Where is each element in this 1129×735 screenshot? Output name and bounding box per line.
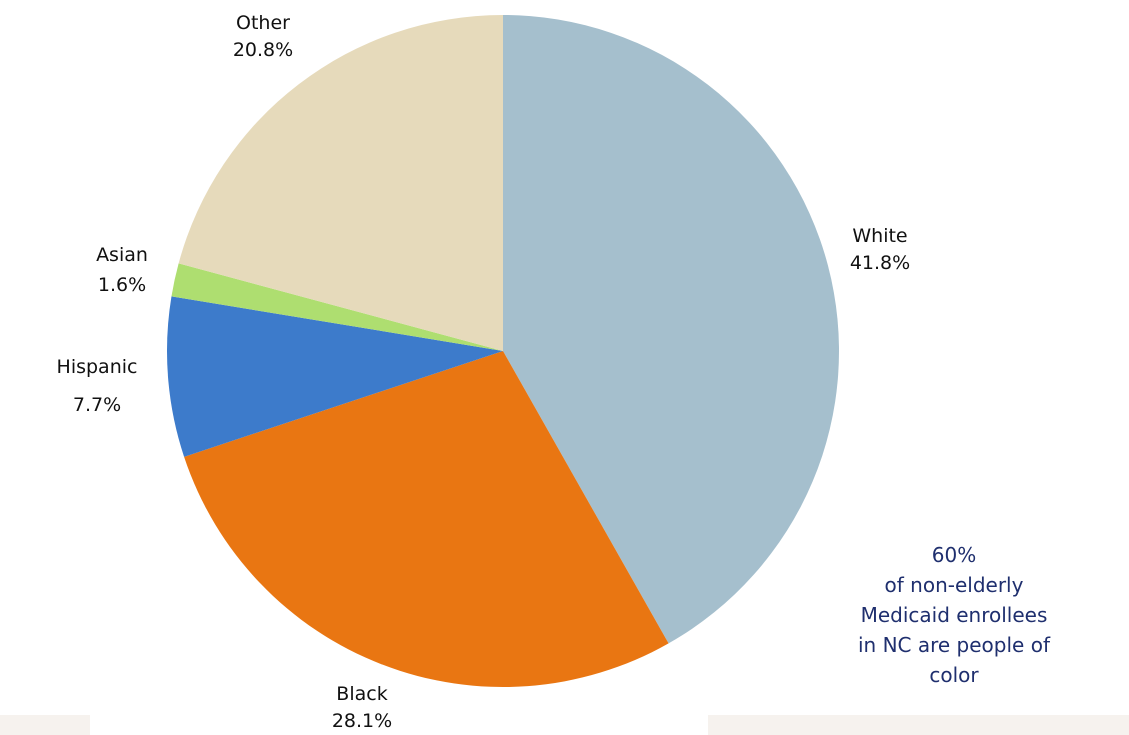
slice-label-hispanic: Hispanic 7.7% [57, 348, 138, 424]
pie-slice-hispanic [166, 296, 503, 457]
pie-slice-other [178, 15, 503, 351]
pie-slice-white [503, 15, 840, 644]
slice-label-white: White 41.8% [850, 223, 910, 277]
slice-label-asian: Asian 1.6% [96, 240, 148, 300]
pie-slice-black [184, 351, 669, 688]
callout-line-1: 60% [931, 543, 977, 567]
slice-label-hispanic-value: 7.7% [72, 394, 122, 416]
callout-line-2: of non-elderly [884, 573, 1024, 597]
slice-label-black-value: 28.1% [331, 710, 393, 732]
slice-label-white-name: White [852, 225, 908, 247]
slice-label-asian-value: 1.6% [97, 274, 147, 296]
callout-line-5: color [929, 663, 979, 687]
slice-label-other: Other 20.8% [233, 10, 293, 64]
callout-line-3: Medicaid enrollees [860, 603, 1048, 627]
footer-band-left [0, 715, 90, 735]
slice-label-other-value: 20.8% [232, 39, 294, 61]
slice-label-black-name: Black [336, 683, 388, 705]
slice-label-white-value: 41.8% [849, 252, 911, 274]
callout-line-4: in NC are people of [857, 633, 1050, 657]
slice-label-black: Black 28.1% [332, 681, 392, 735]
footer-band-right [708, 715, 1129, 735]
slice-label-other-name: Other [236, 12, 290, 34]
slice-label-hispanic-name: Hispanic [56, 356, 138, 378]
people-of-color-callout: 60% of non-elderly Medicaid enrollees in… [804, 540, 1104, 690]
slice-label-asian-name: Asian [96, 244, 148, 266]
pie-slice-asian [171, 263, 503, 351]
